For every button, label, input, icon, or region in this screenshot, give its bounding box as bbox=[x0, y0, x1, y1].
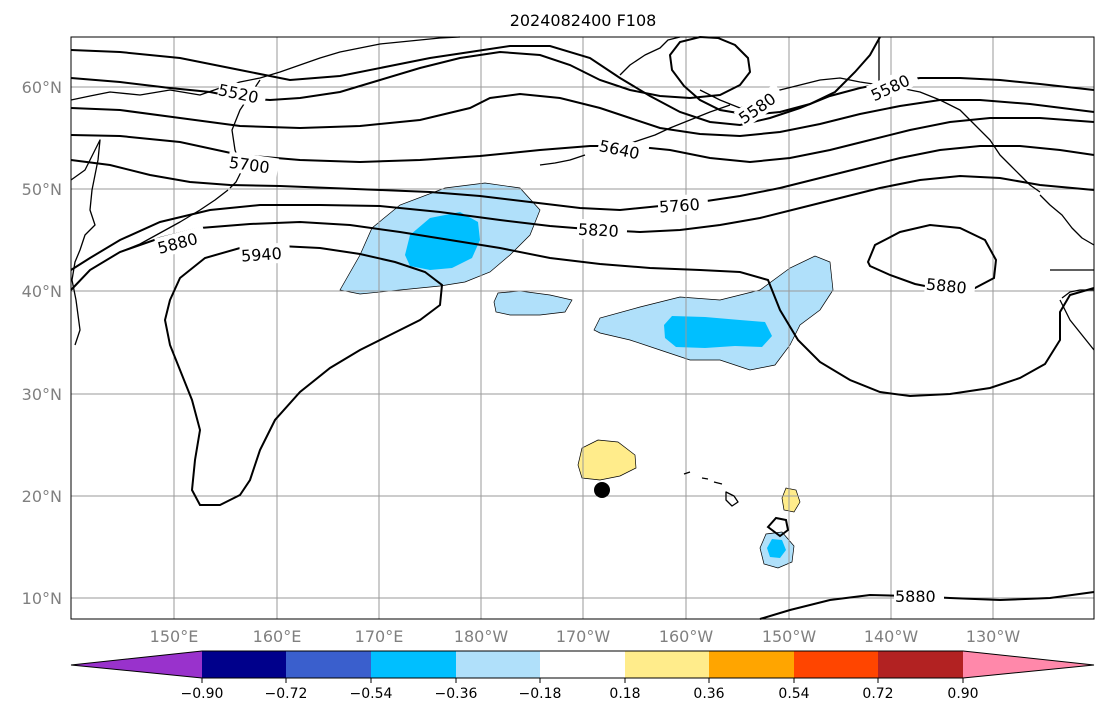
contour-label-5820: 5820 bbox=[578, 220, 620, 241]
location-marker bbox=[594, 482, 610, 498]
coast-canada bbox=[1039, 194, 1095, 246]
colorbar-tick-label-9: 0.72 bbox=[862, 686, 893, 702]
colorbar-tick-label-4: −0.36 bbox=[435, 686, 478, 702]
lat-label-30n: 30°N bbox=[22, 385, 62, 404]
contour-5880-west bbox=[70, 220, 1095, 398]
colorbar-tick-label-8: 0.54 bbox=[778, 686, 809, 702]
map-panel: 5520 5580 5640 5700 5760 5820 5880 5940 … bbox=[70, 35, 1095, 620]
colorbar-segment-4 bbox=[456, 651, 540, 678]
colorbar-segment-7 bbox=[709, 651, 794, 678]
contour-5880-ring bbox=[866, 223, 998, 292]
colorbar-segment-2 bbox=[286, 651, 371, 678]
contour-5760 bbox=[70, 145, 1095, 212]
lon-label-170w: 170°W bbox=[556, 627, 611, 646]
contour-label-5940: 5940 bbox=[240, 244, 282, 266]
contour-5940 bbox=[163, 244, 444, 506]
colorbar-segment-5 bbox=[540, 651, 625, 678]
colorbar: −0.90 −0.72 −0.54 −0.36 −0.18 0.18 0.36 … bbox=[70, 650, 1095, 702]
contour-5640 bbox=[70, 92, 1095, 138]
colorbar-segment-3 bbox=[371, 651, 456, 678]
contour-label-5760: 5760 bbox=[658, 195, 700, 217]
contour-label-5880-ring: 5880 bbox=[925, 275, 967, 298]
colorbar-tick-label-5: −0.18 bbox=[519, 686, 562, 702]
colorbar-segment-9 bbox=[878, 651, 963, 678]
lon-label-150w: 150°W bbox=[762, 627, 817, 646]
lon-label-170e: 170°E bbox=[355, 627, 404, 646]
contour-small-loop bbox=[766, 516, 790, 538]
lon-label-160e: 160°E bbox=[253, 627, 302, 646]
colorbar-tick-label-1: −0.90 bbox=[181, 686, 224, 702]
colorbar-segment-1 bbox=[202, 651, 286, 678]
lon-label-180w: 180°W bbox=[454, 627, 509, 646]
contour-labels: 5520 5580 5640 5700 5760 5820 5880 5940 … bbox=[154, 65, 976, 607]
shade-negative-light-3 bbox=[593, 255, 834, 371]
lat-label-60n: 60°N bbox=[22, 78, 62, 97]
shade-positive-2 bbox=[781, 487, 801, 513]
contour-label-5880-south: 5880 bbox=[895, 587, 936, 606]
colorbar-tick-label-3: −0.54 bbox=[350, 686, 393, 702]
colorbar-extend-low bbox=[71, 651, 202, 678]
lon-label-160w: 160°W bbox=[659, 627, 714, 646]
shade-negative-light-2 bbox=[493, 290, 573, 316]
lat-label-40n: 40°N bbox=[22, 282, 62, 301]
colorbar-segment-8 bbox=[794, 651, 878, 678]
lon-labels: 150°E 160°E 170°E 180°W 170°W 160°W 150°… bbox=[150, 627, 1021, 646]
lat-label-10n: 10°N bbox=[22, 589, 62, 608]
colorbar-segment-6 bbox=[625, 651, 709, 678]
coast-west-us bbox=[1059, 299, 1095, 351]
shade-positive-1 bbox=[577, 439, 637, 481]
shade-negative-mid-4 bbox=[767, 539, 786, 558]
lon-label-150e: 150°E bbox=[150, 627, 199, 646]
colorbar-tick-label-7: 0.36 bbox=[693, 686, 724, 702]
coast-hawaii bbox=[683, 471, 739, 507]
figure-title: 2024082400 F108 bbox=[510, 11, 657, 30]
lat-label-20n: 20°N bbox=[22, 487, 62, 506]
map-frame bbox=[70, 36, 1095, 620]
colorbar-ticks bbox=[201, 678, 964, 683]
lat-label-50n: 50°N bbox=[22, 180, 62, 199]
colorbar-tick-label-6: 0.18 bbox=[609, 686, 640, 702]
shade-negative-mid-1 bbox=[405, 212, 480, 270]
lat-labels: 60°N 50°N 40°N 30°N 20°N 10°N bbox=[22, 78, 62, 608]
lon-label-140w: 140°W bbox=[864, 627, 919, 646]
colorbar-tick-label-2: −0.72 bbox=[265, 686, 308, 702]
colorbar-tick-label-10: 0.90 bbox=[947, 686, 978, 702]
shade-negative-mid-3 bbox=[664, 316, 772, 348]
coast-japan-north bbox=[70, 139, 101, 346]
coast-asia bbox=[70, 36, 461, 101]
colorbar-extend-high bbox=[963, 651, 1094, 678]
lon-label-130w: 130°W bbox=[966, 627, 1021, 646]
